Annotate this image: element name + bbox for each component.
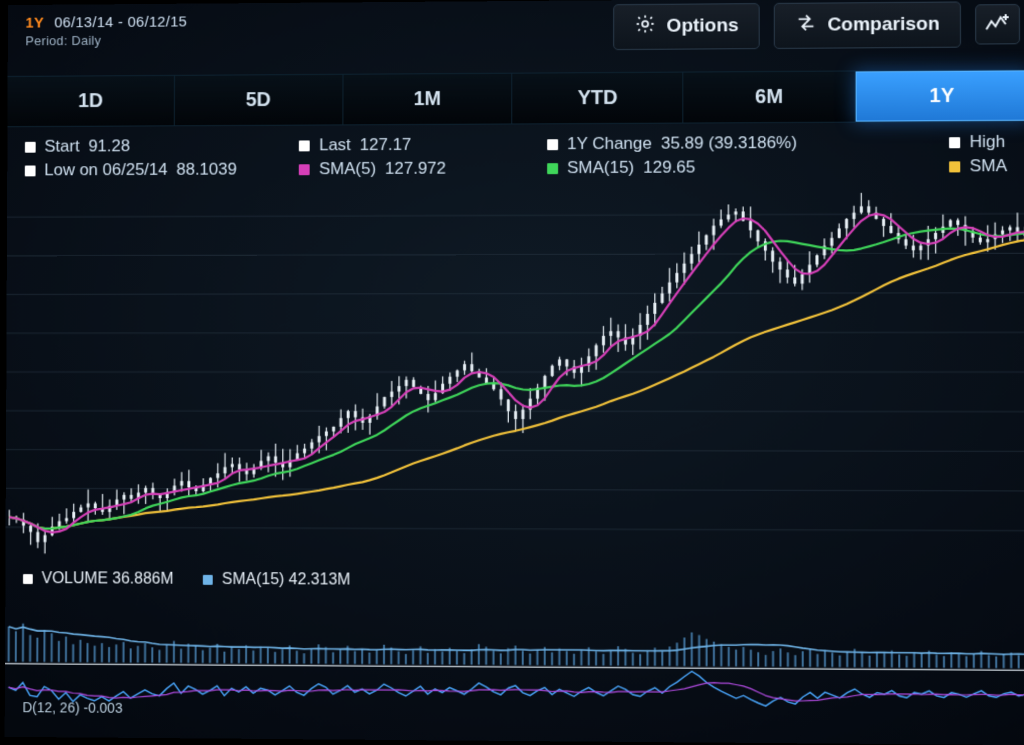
range-period: 1Y 06/13/14 - 06/12/15 Period: Daily (25, 14, 187, 49)
period-label: Period: Daily (25, 32, 187, 48)
tab-5d[interactable]: 5D (175, 75, 344, 126)
price-chart (5, 174, 1024, 570)
add-chart-button[interactable] (975, 4, 1020, 45)
tab-1m[interactable]: 1M (343, 74, 513, 125)
tab-1d[interactable]: 1D (7, 76, 174, 126)
square-icon (949, 137, 960, 148)
options-label: Options (667, 15, 739, 38)
square-icon (949, 161, 960, 172)
stat-item: High (949, 132, 1020, 152)
square-icon (23, 574, 33, 584)
gear-icon (635, 13, 657, 41)
square-icon (299, 140, 310, 151)
square-icon (299, 164, 310, 175)
comparison-label: Comparison (827, 14, 939, 37)
macd-label: D(12, 26) -0.003 (22, 699, 122, 716)
stat-item: Last 127.17 (299, 134, 547, 155)
tab-1y[interactable]: 1Y (856, 70, 1024, 121)
volume-chart: VOLUME 36.886M SMA(15) 42.313M D(12, 26)… (5, 568, 1024, 729)
stat-item: Start 91.28 (25, 136, 299, 157)
compare-arrows-icon (795, 12, 817, 40)
timeframe-tabs: 1D5D1MYTD6M1Y (7, 69, 1024, 127)
range-tag: 1Y (25, 15, 44, 32)
volume-sma-label: SMA(15) 42.313M (203, 571, 350, 590)
square-icon (25, 141, 36, 152)
square-icon (203, 575, 213, 585)
square-icon (25, 165, 36, 176)
volume-label: VOLUME 36.886M (23, 570, 174, 589)
comparison-button[interactable]: Comparison (774, 1, 961, 49)
chart-plus-icon (984, 11, 1011, 38)
options-button[interactable]: Options (614, 3, 760, 50)
square-icon (547, 139, 558, 150)
tab-ytd[interactable]: YTD (513, 73, 684, 124)
square-icon (547, 163, 558, 174)
stat-item: 1Y Change 35.89 (39.3186%) (547, 132, 949, 154)
tab-6m[interactable]: 6M (684, 71, 856, 122)
date-range: 06/13/14 - 06/12/15 (54, 14, 187, 32)
